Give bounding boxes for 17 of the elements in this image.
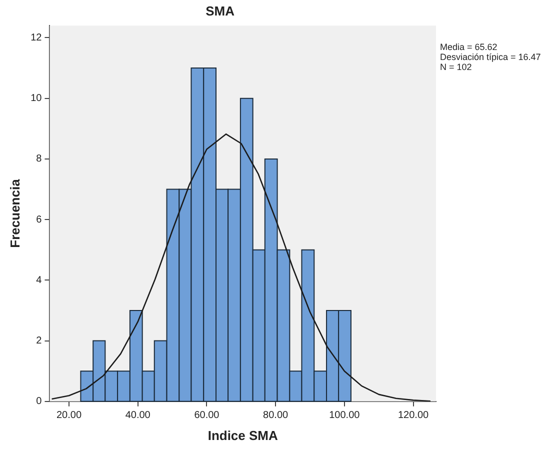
chart-title: SMA [206,3,236,18]
y-axis-title: Frecuencia [7,178,22,248]
x-tick-label: 80.00 [263,410,289,422]
y-tick-label: 10 [30,93,42,104]
y-tick-label: 6 [36,214,42,226]
x-tick-label: 120.00 [398,410,430,422]
y-tick-label: 4 [36,274,42,286]
x-tick-label: 100.00 [329,410,360,422]
y-tick-label: 8 [36,154,42,165]
y-tick-label: 0 [36,396,42,408]
text: Media = 65.62 Desviación típica = 16.47 N = 102 [440,42,541,72]
y-tick-label: 12 [30,32,42,44]
x-tick-label: 60.00 [194,410,220,422]
x-tick-label: 20.00 [56,410,82,422]
x-tick-label: 40.00 [125,410,151,422]
x-axis-title: Indice SMA [208,428,278,443]
y-tick-label: 2 [36,336,42,347]
